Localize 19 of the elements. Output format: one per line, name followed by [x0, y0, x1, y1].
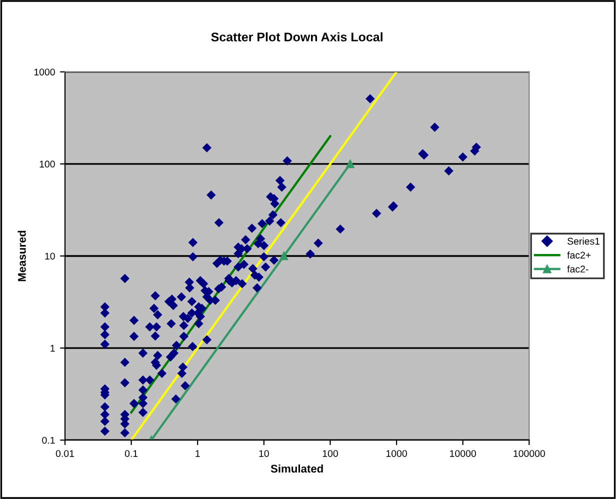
x-tick-label: 10000: [450, 450, 476, 457]
x-tick-label: 1000: [386, 450, 407, 457]
y-tick-label: 0.1: [42, 436, 55, 444]
x-tick-label: 100000: [514, 450, 545, 457]
chart-title: Scatter Plot Down Axis Local: [211, 32, 382, 42]
y-tick-label: 1: [50, 344, 55, 352]
x-tick-label: 1: [196, 450, 200, 457]
x-axis-title: Simulated: [270, 464, 323, 473]
legend-label: fac2-: [567, 265, 588, 273]
x-tick-label: 10: [259, 450, 269, 457]
legend-label: Series1: [568, 238, 600, 245]
y-tick-label: 10: [45, 252, 55, 260]
x-tick-label: 0.1: [124, 450, 138, 457]
x-tick-label: 0.01: [56, 450, 74, 457]
y-tick-label: 1000: [34, 68, 55, 76]
x-tick-label: 100: [322, 450, 338, 457]
legend-label: fac2+: [567, 251, 591, 259]
y-tick-label: 100: [40, 160, 55, 168]
y-axis-title: Measured: [18, 230, 26, 282]
